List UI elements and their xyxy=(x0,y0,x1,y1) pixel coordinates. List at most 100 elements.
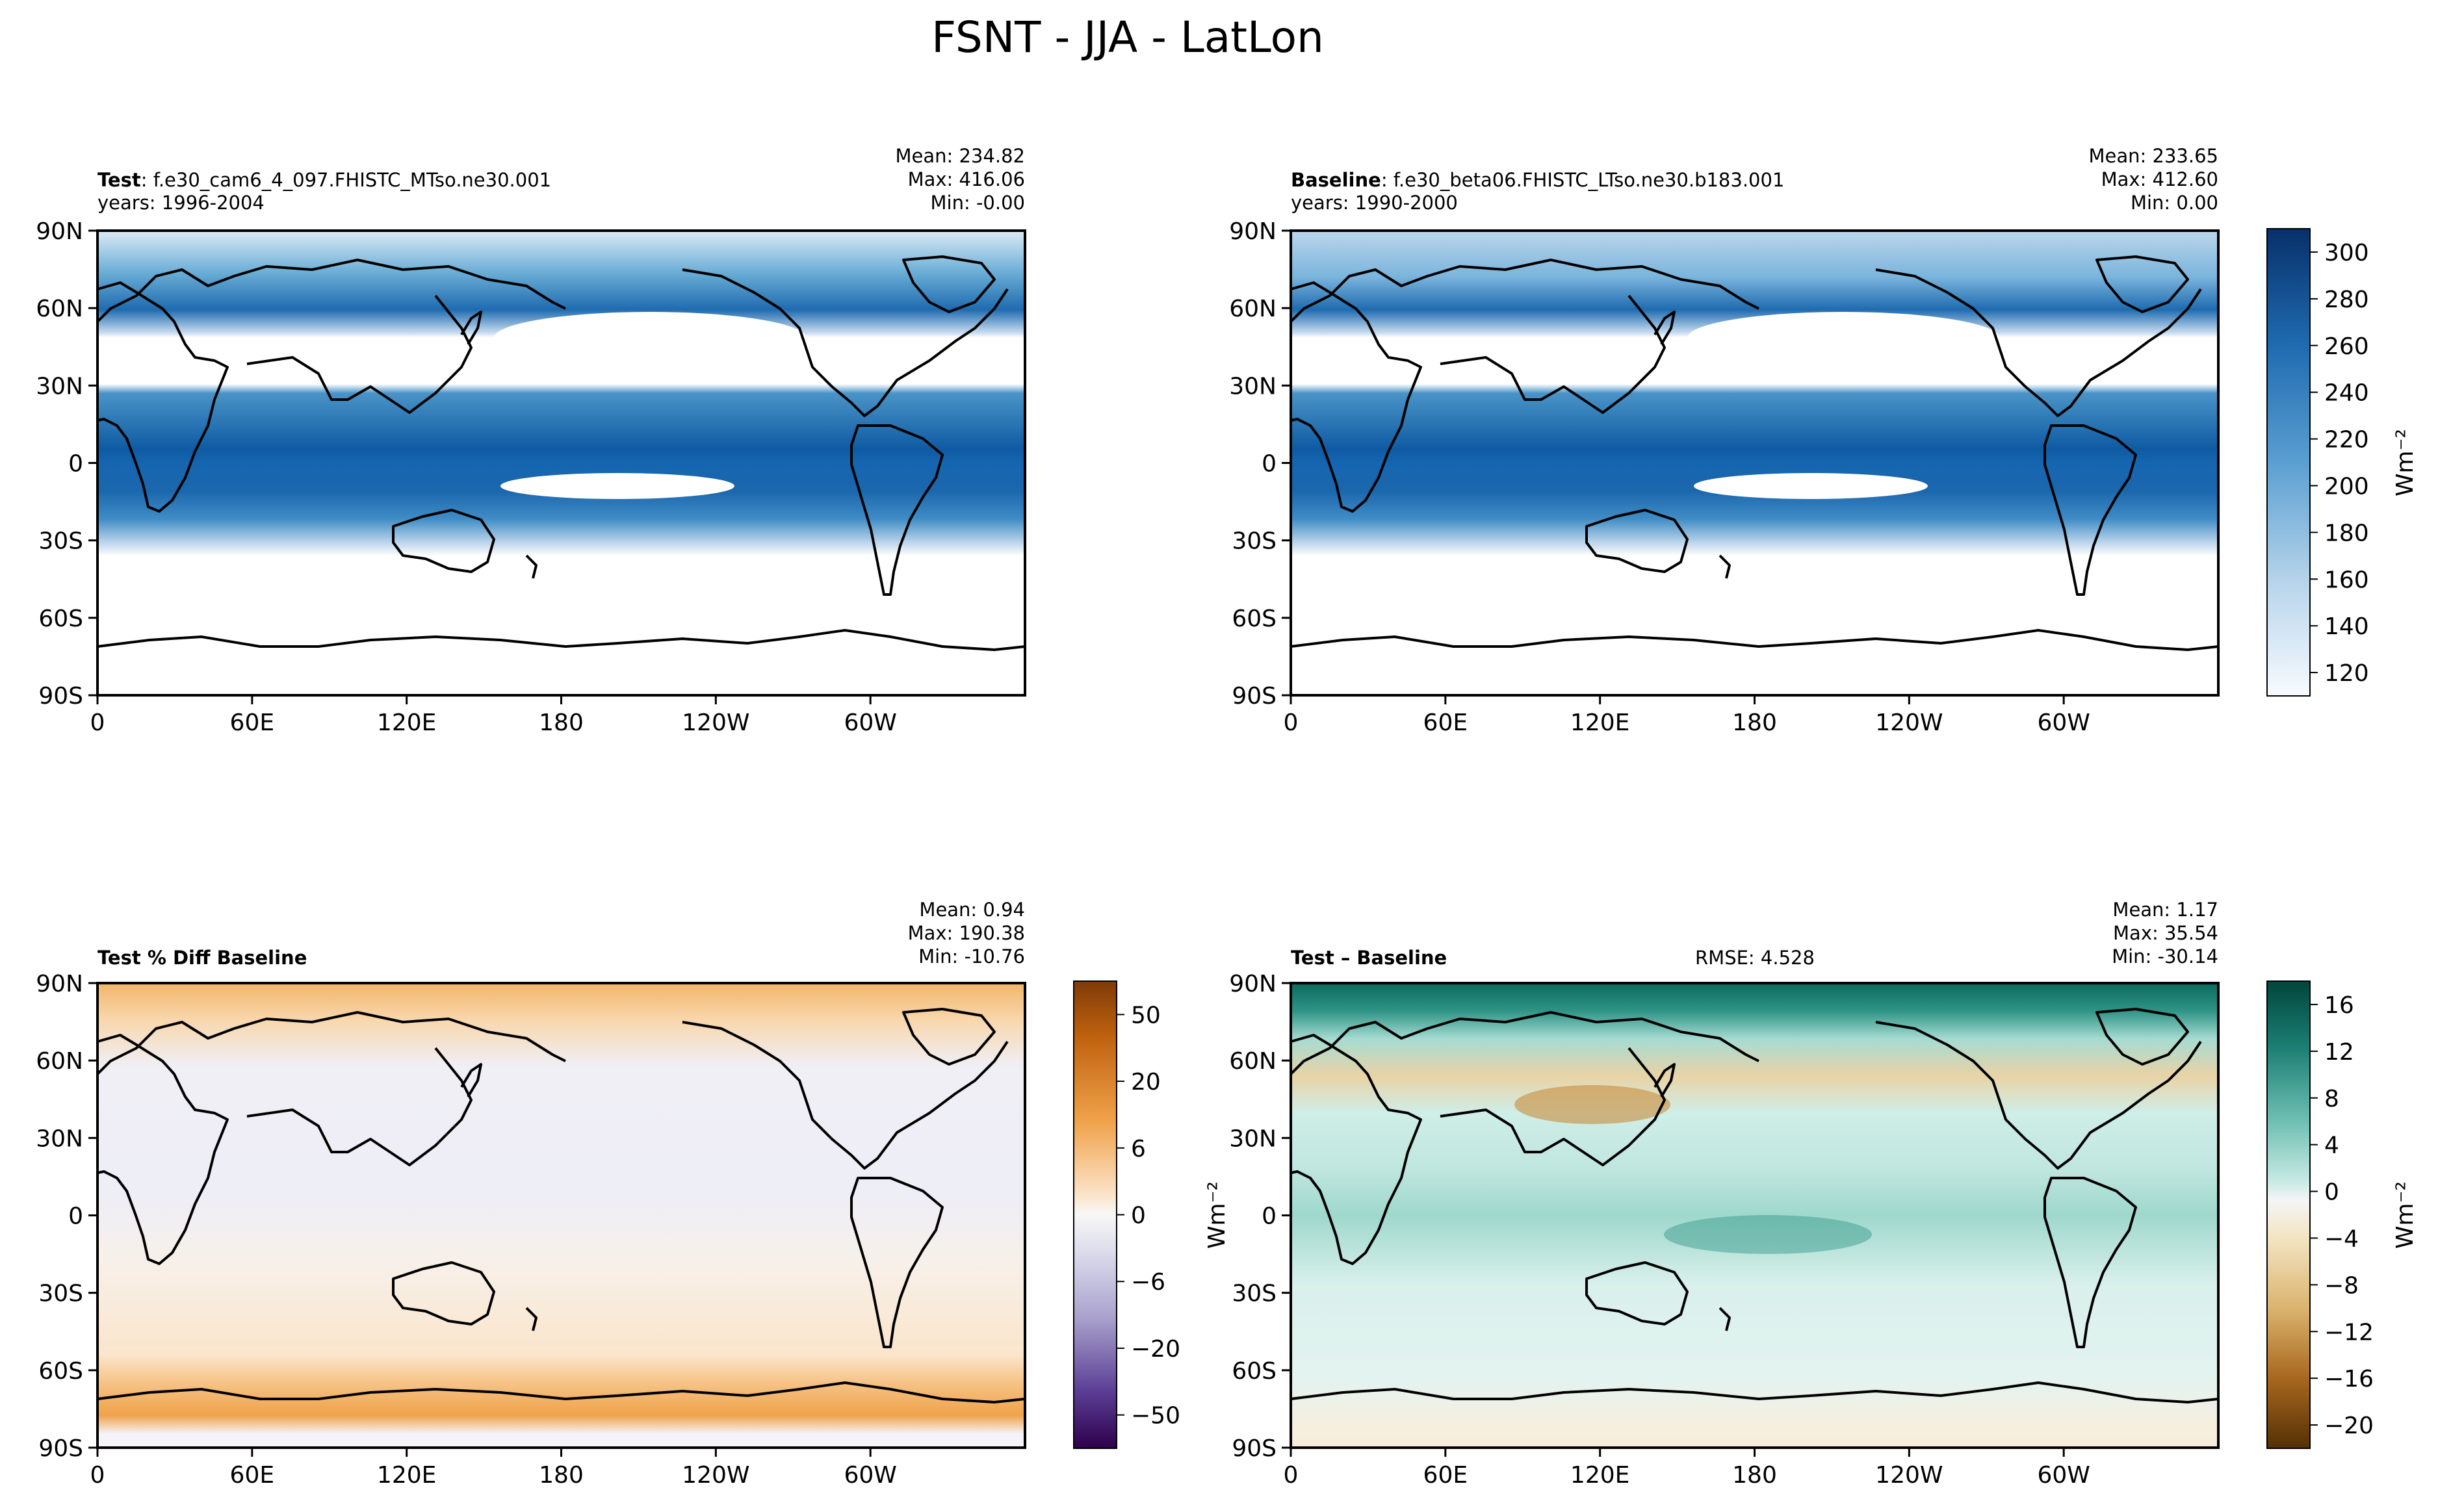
panel-diff-rmse: RMSE: 4.528 xyxy=(1695,947,1815,969)
panel-test-cloud-region xyxy=(500,473,734,499)
panel-baseline-axes: 90N 60N 30N 0 30S 60S 90S 0 60E 120E 180 120W 60W xyxy=(1229,218,2090,736)
coastline xyxy=(392,509,495,573)
coastline xyxy=(682,268,1009,417)
lat-tick-label: 60N xyxy=(1229,296,1277,322)
panel-diff-min: Min: -30.14 xyxy=(2112,945,2218,967)
lon-tick-label: 60E xyxy=(230,1462,275,1489)
colorbar-pctdiff-ticks: 50 20 6 0 −6 −20 −50 xyxy=(1117,1002,1180,1429)
panel-diff-mean: Mean: 1.17 xyxy=(2112,899,2218,921)
panel-test-coastlines xyxy=(96,255,1026,651)
lat-tick-label: 90S xyxy=(38,683,83,710)
panel-diff-axes: 90N 60N 30N 0 30S 60S 90S 0 60E 120E 180 120W 60W xyxy=(1229,971,2090,1489)
lon-tick-label: 60W xyxy=(2037,1462,2090,1489)
colorbar-tick-label: 180 xyxy=(2324,520,2369,546)
colorbar-top-label: Wm⁻² xyxy=(2392,429,2419,496)
colorbar-tick-label: −12 xyxy=(2324,1319,2374,1346)
colorbar-tick-label: −16 xyxy=(2324,1366,2374,1392)
coastline xyxy=(1653,311,1676,346)
colorbar-pctdiff-label: Wm⁻² xyxy=(1204,1181,1230,1249)
lon-tick-label: 120W xyxy=(1875,1462,1943,1489)
colorbar-tick-label: 4 xyxy=(2324,1133,2339,1159)
lat-tick-label: 60N xyxy=(1229,1048,1277,1075)
colorbar-tick-label: −8 xyxy=(2324,1272,2359,1299)
lon-tick-label: 180 xyxy=(1732,710,1777,736)
colorbar-tick-label: 20 xyxy=(1131,1069,1161,1096)
coastline xyxy=(1585,509,1689,573)
panel-diff-field xyxy=(1291,983,2218,1448)
lon-tick-label: 120W xyxy=(1875,710,1943,736)
lat-tick-label: 0 xyxy=(68,1203,83,1230)
colorbar-top-ticks: 300 280 260 240 220 200 180 160 140 120 xyxy=(2310,240,2369,687)
panel-diff-anomaly-negative xyxy=(1514,1085,1670,1124)
lat-tick-label: 90N xyxy=(1229,218,1277,245)
colorbar-top xyxy=(2266,228,2311,697)
colorbar-tick-label: 0 xyxy=(1131,1203,1146,1229)
coastline xyxy=(1718,554,1731,579)
panel-test-clear-region xyxy=(494,312,806,364)
coastline xyxy=(1290,1011,1759,1075)
coastline xyxy=(1875,1021,2202,1170)
lat-tick-label: 30N xyxy=(36,373,83,400)
panel-pctdiff-field xyxy=(97,983,1025,1448)
panel-diff-label: Test – Baseline xyxy=(1291,947,1447,969)
panel-baseline-years: years: 1990-2000 xyxy=(1291,192,1458,214)
coastline xyxy=(1290,1381,2219,1403)
colorbar-tick-label: 12 xyxy=(2324,1039,2354,1066)
coastline xyxy=(2095,255,2189,313)
colorbar-diff-label: Wm⁻² xyxy=(2392,1181,2419,1249)
panel-pctdiff-axes: 90N 60N 30N 0 30S 60S 90S 0 60E 120E 180 120W 60W xyxy=(36,971,897,1489)
panel-baseline: Baseline: f.e30_beta06.FHISTC_LTso.ne30.… xyxy=(1229,145,2419,736)
coastline xyxy=(96,259,566,323)
lat-tick-label: 60N xyxy=(36,1048,83,1075)
lat-tick-label: 30N xyxy=(1229,373,1277,400)
colorbar-tick-label: 220 xyxy=(2324,427,2369,454)
panel-diff-anomaly-positive xyxy=(1664,1215,1872,1254)
coastline xyxy=(460,311,482,346)
colorbar-diff-ticks: 16 12 8 4 0 −4 −8 −12 −16 −20 xyxy=(2310,992,2374,1439)
colorbar-tick-label: 240 xyxy=(2324,380,2369,407)
lon-tick-label: 0 xyxy=(1284,1462,1299,1489)
colorbar-tick-label: −4 xyxy=(2324,1225,2359,1252)
coastline xyxy=(525,554,538,579)
coastline xyxy=(1653,1063,1676,1098)
lon-tick-label: 0 xyxy=(90,1462,105,1489)
lat-tick-label: 0 xyxy=(1262,1203,1277,1230)
colorbar-tick-label: 0 xyxy=(2324,1179,2339,1206)
lon-tick-label: 60W xyxy=(844,1462,896,1489)
lat-tick-label: 30S xyxy=(38,528,83,555)
coastline xyxy=(902,255,996,313)
colorbar-tick-label: 6 xyxy=(1131,1136,1146,1162)
colorbar-diff xyxy=(2266,980,2311,1449)
lat-tick-label: 60S xyxy=(1232,1358,1277,1385)
panel-baseline-label: Baseline: f.e30_beta06.FHISTC_LTso.ne30.… xyxy=(1291,169,1784,191)
coastline xyxy=(1290,1034,1422,1265)
lon-tick-label: 0 xyxy=(90,710,105,736)
panel-pctdiff-label: Test % Diff Baseline xyxy=(97,947,307,969)
lon-tick-label: 120W xyxy=(682,710,749,736)
coastline xyxy=(902,1008,996,1066)
lat-tick-label: 90S xyxy=(38,1435,83,1462)
lon-tick-label: 180 xyxy=(1732,1462,1777,1489)
colorbar-tick-label: 8 xyxy=(2324,1086,2339,1112)
panel-test-max: Max: 416.06 xyxy=(908,168,1025,190)
panel-pctdiff-mean: Mean: 0.94 xyxy=(919,899,1025,921)
coastline xyxy=(850,424,944,596)
panel-baseline-cloud-region xyxy=(1694,473,1928,499)
panel-test-label: Test: f.e30_cam6_4_097.FHISTC_MTso.ne30.… xyxy=(97,169,551,191)
panel-baseline-clear-region xyxy=(1687,312,1999,364)
lat-tick-label: 30N xyxy=(36,1125,83,1152)
lat-tick-label: 0 xyxy=(68,451,83,478)
colorbar-tick-label: −50 xyxy=(1131,1403,1180,1429)
lat-tick-label: 30S xyxy=(38,1281,83,1307)
coastline xyxy=(1585,1261,1689,1326)
lon-tick-label: 60E xyxy=(1423,1462,1468,1489)
coastline xyxy=(682,1021,1009,1170)
coastline xyxy=(97,281,229,513)
lat-tick-label: 90S xyxy=(1232,683,1277,710)
lon-tick-label: 120E xyxy=(1570,1462,1629,1489)
colorbar-tick-label: −6 xyxy=(1131,1269,1165,1296)
colorbar-tick-label: −20 xyxy=(2324,1413,2374,1439)
lon-tick-label: 180 xyxy=(539,710,584,736)
colorbar-tick-label: −20 xyxy=(1131,1336,1180,1363)
